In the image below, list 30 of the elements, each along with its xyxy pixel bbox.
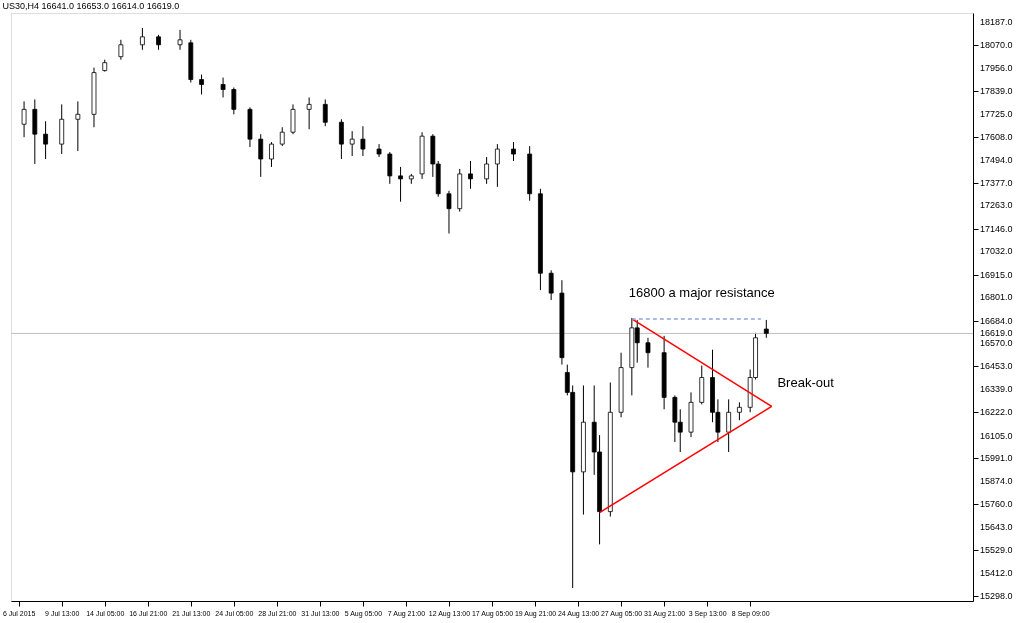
ref-line-label: 16619.0 — [980, 328, 1013, 339]
y-tick-label: 16915.0 — [980, 269, 1013, 280]
y-tick-label: 18070.0 — [980, 40, 1013, 51]
chart-title: US30,H4 16641.0 16653.0 16614.0 16619.0 — [2, 1, 180, 11]
y-tick-label: 15412.0 — [980, 568, 1013, 579]
y-tick-label: 17608.0 — [980, 131, 1013, 142]
y-tick-label: 16339.0 — [980, 384, 1013, 395]
y-tick-label: 15298.0 — [980, 590, 1013, 601]
annotation: 16800 a major resistance — [628, 284, 775, 300]
y-tick-label: 17146.0 — [980, 223, 1013, 234]
annotation: Break-out — [777, 375, 835, 391]
y-tick-label: 17725.0 — [980, 108, 1013, 119]
y-tick-label: 17032.0 — [980, 246, 1013, 257]
y-tick-label: 15529.0 — [980, 544, 1013, 555]
y-tick-label: 16105.0 — [980, 430, 1013, 441]
y-tick-label: 16684.0 — [980, 315, 1013, 326]
y-tick-label: 18187.0 — [980, 16, 1013, 27]
y-tick-label: 17377.0 — [980, 177, 1013, 188]
y-tick-label: 16453.0 — [980, 361, 1013, 372]
y-tick-label: 15874.0 — [980, 476, 1013, 487]
y-tick-label: 16570.0 — [980, 338, 1013, 349]
y-tick-label: 17263.0 — [980, 200, 1013, 211]
y-tick-label: 15760.0 — [980, 499, 1013, 510]
y-tick-label: 16222.0 — [980, 407, 1013, 418]
y-tick-label: 17494.0 — [980, 154, 1013, 165]
y-tick-label: 15643.0 — [980, 522, 1013, 533]
y-tick-label: 17839.0 — [980, 86, 1013, 97]
y-tick-label: 15991.0 — [980, 453, 1013, 464]
y-tick-label: 16801.0 — [980, 292, 1013, 303]
y-tick-label: 17956.0 — [980, 62, 1013, 73]
